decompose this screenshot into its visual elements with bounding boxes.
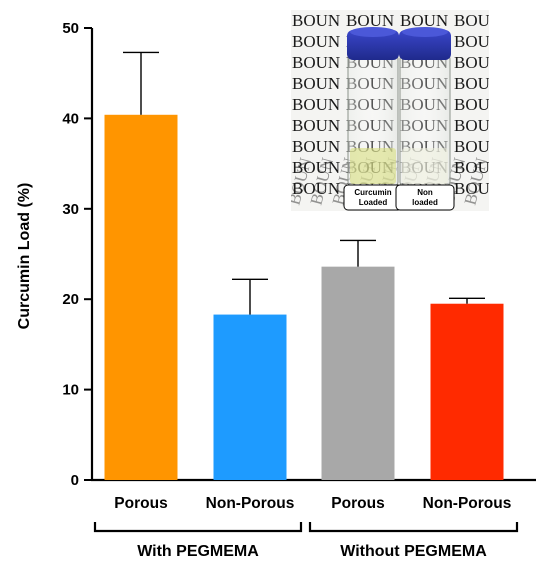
group-bracket-2 xyxy=(308,522,519,533)
vial-2-label-line: loaded xyxy=(412,198,438,207)
y-tick-label: 30 xyxy=(62,201,79,218)
category-labels: Porous Non-Porous Porous Non-Porous With PEG… xyxy=(93,495,519,560)
y-tick-label: 50 xyxy=(62,20,79,37)
vial-1-label-line: Loaded xyxy=(359,198,388,207)
vial-2-label-line: Non xyxy=(417,188,433,197)
boun-pattern-text: BOUN xyxy=(292,116,340,135)
inset-content: BOUN BOUN BOUN BOUN BOUN BOUN BOUN BOUN BOUN BOUN… xyxy=(291,11,502,211)
vial-1-liquid xyxy=(350,148,396,184)
boun-pattern-text: BOUN xyxy=(454,116,502,135)
boun-pattern-text: BOUN xyxy=(454,158,502,177)
boun-pattern-text: BOUN xyxy=(292,95,340,114)
bar-4 xyxy=(430,303,504,480)
boun-pattern-text: BOUN xyxy=(454,179,502,198)
boun-pattern-text: BOUN xyxy=(292,11,340,30)
y-axis-title: Curcumin Load (%) xyxy=(16,183,33,330)
category-label-3: Porous xyxy=(331,495,384,512)
vial-2-cap-top xyxy=(402,27,448,37)
boun-pattern-text: BOUN xyxy=(400,11,448,30)
y-tick-label: 0 xyxy=(71,472,79,489)
boun-pattern-text: BOUN xyxy=(292,137,340,156)
vial-1-cap-top xyxy=(350,27,396,37)
inset-photo: BOUN BOUN BOUN BOUN BOUN BOUN BOUN BOUN BOUN BOUN… xyxy=(291,10,502,211)
vial-1-label-line: Curcumin xyxy=(354,188,391,197)
category-label-4: Non-Porous xyxy=(423,495,512,512)
boun-pattern-text: BOUN xyxy=(292,179,340,198)
bars xyxy=(104,51,504,480)
boun-pattern-text: BOUN xyxy=(454,74,502,93)
boun-pattern-text: BOUN xyxy=(454,53,502,72)
y-tick-label: 40 xyxy=(62,110,79,127)
group-label-1: With PEGMEMA xyxy=(137,543,259,560)
boun-pattern-text: BOUN xyxy=(292,74,340,93)
vial-1-cap xyxy=(347,30,399,60)
category-label-2: Non-Porous xyxy=(206,495,295,512)
y-tick-label: 10 xyxy=(62,382,79,399)
boun-pattern-text: BOUN xyxy=(454,32,502,51)
boun-pattern-text: BOUN xyxy=(292,32,340,51)
bar-3 xyxy=(321,266,395,480)
y-tick-label: 20 xyxy=(62,291,79,308)
group-label-2: Without PEGMEMA xyxy=(340,543,487,560)
boun-pattern-text: BOUN xyxy=(454,137,502,156)
group-bracket-1 xyxy=(93,522,303,533)
bar-1 xyxy=(104,114,178,480)
boun-pattern-text: BOUN xyxy=(292,53,340,72)
category-label-1: Porous xyxy=(114,495,167,512)
vial-2-liquid xyxy=(402,148,448,184)
boun-pattern-text: BOUN xyxy=(454,11,502,30)
bar-2 xyxy=(213,314,287,480)
boun-pattern-text: BOUN xyxy=(454,95,502,114)
vial-2-label-box xyxy=(395,184,455,211)
boun-pattern-text: BOUN xyxy=(346,11,394,30)
boun-pattern-text: BOUN xyxy=(292,158,340,177)
vial-2-cap xyxy=(399,30,451,60)
